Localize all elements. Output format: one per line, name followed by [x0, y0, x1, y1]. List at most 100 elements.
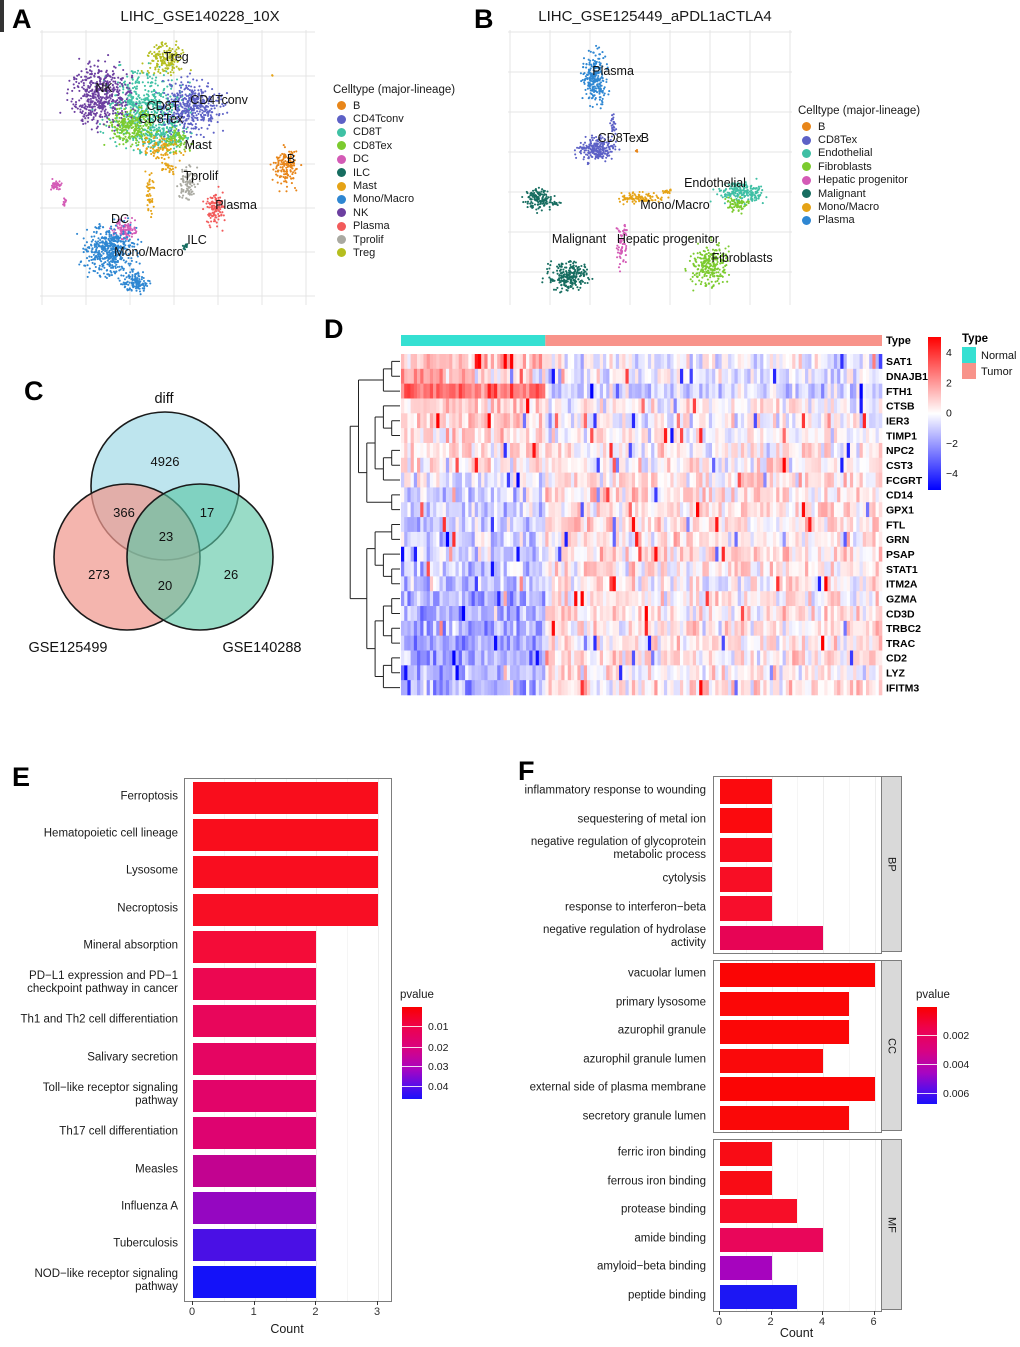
- cluster-plasma: [202, 185, 226, 232]
- axis-tick-y: [0, 24, 4, 25]
- x-tick: [315, 1301, 317, 1305]
- pvalue-tick-label: 0.03: [428, 1061, 449, 1074]
- axis-tick-y: [0, 5, 4, 6]
- axis-tick-y: [0, 2, 4, 3]
- axis-tick-y: [0, 4, 4, 5]
- kegg-term-label: Lysosome: [126, 864, 178, 877]
- kegg-term-label: Th17 cell differentiation: [59, 1125, 178, 1138]
- type-legend-title: Type: [962, 333, 988, 345]
- grid-line: [848, 777, 850, 953]
- legend-item: Mast: [333, 179, 455, 192]
- cluster-label-endothelial: Endothelial: [684, 176, 746, 190]
- venn-diagram: diff GSE125499 GSE140288 4926 273 26 366 17 20 23: [28, 391, 301, 656]
- panel-f-letter: F: [518, 756, 535, 786]
- legend-item: Plasma: [333, 220, 455, 233]
- gene-label-lyz: LYZ: [886, 668, 905, 680]
- cluster-dc: [50, 177, 138, 241]
- pvalue-gradient-f: [917, 1007, 937, 1104]
- bar-ferrous-iron-binding: [720, 1170, 772, 1195]
- kegg-term-label: Hematopoietic cell lineage: [43, 827, 178, 840]
- kegg-term-label: Influenza A: [121, 1200, 178, 1213]
- gene-label-fth1: FTH1: [886, 386, 912, 398]
- go-term-label: external side of plasma membrane: [529, 1081, 706, 1094]
- go-term-label: azurophil granule lumen: [583, 1053, 706, 1066]
- gene-label-fcgrt: FCGRT: [886, 475, 923, 487]
- facet-strip-mf: MF: [881, 1139, 902, 1310]
- pvalue-tick-label: 0.006: [943, 1087, 970, 1100]
- legend-item-label: CD4Tconv: [353, 113, 404, 126]
- go-term-label: response to interferon−beta: [565, 901, 706, 914]
- legend-item-label: Hepatic progenitor: [818, 174, 908, 187]
- annotation-row-label: Type: [886, 335, 911, 347]
- legend-swatch-plasma: [337, 221, 346, 231]
- x-tick: [253, 1301, 255, 1305]
- cluster-label-cd8t: CD8T: [147, 99, 180, 113]
- facet-strip-label: BP: [885, 856, 898, 872]
- panel-b-title: LIHC_GSE125449_aPDL1aCTLA4: [538, 8, 772, 25]
- legend-item-label: Malignant: [818, 187, 866, 200]
- venn-count-gse140288: 26: [224, 567, 238, 582]
- cluster-label-cd8tex: CD8Tex: [598, 131, 643, 145]
- x-tick-label: 3: [374, 1306, 381, 1318]
- cluster-label-ilc: ILC: [187, 233, 206, 247]
- gene-label-psap: PSAP: [886, 549, 915, 561]
- cluster-label-tprolif: Tprolif: [184, 169, 219, 183]
- axis-tick-y: [0, 11, 4, 12]
- bar-amyloid-beta-binding: [720, 1256, 772, 1280]
- axis-tick-y: [0, 20, 4, 21]
- x-tick: [192, 1301, 193, 1305]
- bar-negative-regulation-of-hydrolase-activit: [720, 925, 823, 951]
- facet-panel-mf: [713, 1139, 882, 1312]
- legend-item: B: [333, 99, 455, 112]
- legend-swatch-fibroblasts: [802, 162, 811, 172]
- legend-item: Fibroblasts: [798, 160, 920, 173]
- go-term-label: inflammatory response to wounding: [524, 784, 706, 797]
- legend-swatch-ilc: [337, 168, 346, 178]
- cluster-fibroblasts: [684, 196, 750, 292]
- x-tick: [377, 1301, 379, 1305]
- x-tick: [719, 1311, 720, 1315]
- panel-a-title: LIHC_GSE140228_10X: [120, 8, 280, 25]
- x-tick-label: 2: [767, 1316, 774, 1328]
- legend-item: Mono/Macro: [333, 193, 455, 206]
- go-term-label: vacuolar lumen: [628, 967, 706, 980]
- grid-line: [874, 1140, 876, 1311]
- legend-item: NK: [333, 206, 455, 219]
- legend-swatch-nk: [337, 208, 346, 218]
- panel-e-legend-title: pvalue: [400, 989, 434, 1001]
- cluster-ilc: [181, 243, 189, 251]
- type-label-normal: Normal: [981, 350, 1016, 362]
- axis-tick-y: [0, 21, 4, 22]
- panel-b-letter: B: [474, 4, 494, 34]
- go-term-label: secretory granule lumen: [582, 1110, 706, 1123]
- cluster-nk: [59, 54, 138, 134]
- axis-tick-y: [0, 10, 4, 11]
- axis-tick-y: [0, 27, 4, 28]
- cluster-label-cd8tex: CD8Tex: [139, 112, 184, 126]
- panel-b-legend: Celltype (major-lineage) B CD8Tex Endothel…: [798, 105, 920, 227]
- x-tick: [822, 1311, 823, 1315]
- cluster-label-cd4tconv: CD4Tconv: [190, 93, 248, 107]
- axis-tick-y: [0, 29, 4, 30]
- legend-a-title: Celltype (major-lineage): [333, 84, 456, 96]
- gene-label-cd14: CD14: [886, 490, 913, 502]
- heatmap: Type SAT1 DNAJB1 FTH1 CTSB IER3 TIMP1 NPC2 CST3 F…: [349, 333, 1016, 696]
- x-tick-label: 4: [818, 1316, 826, 1328]
- bar-peptide-binding: [720, 1284, 798, 1309]
- legend-swatch-mono-macro: [337, 194, 346, 204]
- legend-item: ILC: [333, 166, 455, 179]
- panel-f-legend-title: pvalue: [916, 989, 950, 1001]
- legend-item-label: Plasma: [818, 214, 855, 227]
- axis-tick-y: [0, 9, 4, 10]
- cluster-treg: [140, 40, 192, 77]
- pvalue-tick-mark: [402, 1085, 422, 1087]
- venn-set-label-diff: diff: [154, 391, 174, 407]
- legend-item-label: CD8Tex: [353, 139, 393, 152]
- bar-mineral-absorption: [193, 930, 317, 963]
- legend-item: CD4Tconv: [333, 112, 455, 125]
- gene-label-ftl: FTL: [886, 519, 906, 531]
- bar-sequestering-of-metal-ion: [720, 808, 772, 834]
- bar-response-to-interferon-beta: [720, 896, 772, 922]
- legend-item: Malignant: [798, 187, 920, 200]
- axis-tick-y: [0, 1, 4, 2]
